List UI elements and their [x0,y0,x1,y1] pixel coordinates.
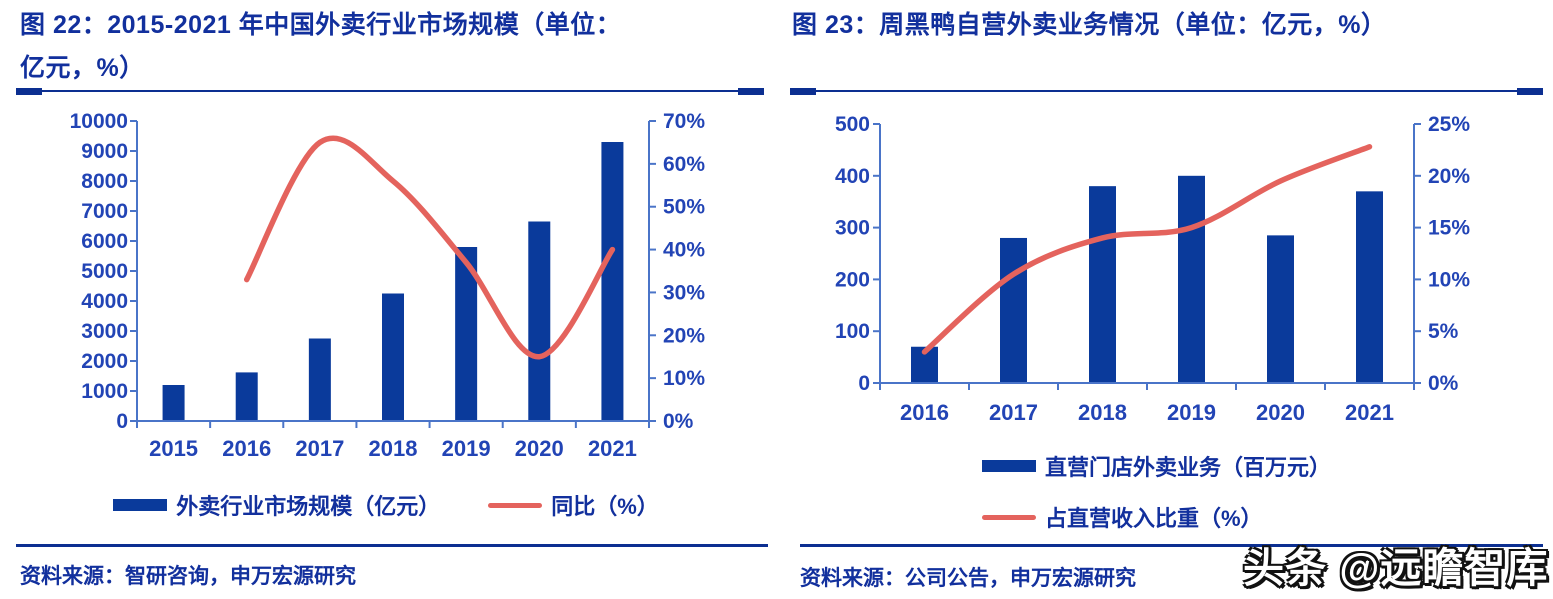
tick-label: 15% [1428,217,1470,240]
tick-label: 10000 [70,110,128,133]
line-series-label: 同比（%） [551,494,659,519]
source-note-right: 资料来源：公司公告，申万宏源研究 [800,567,1136,590]
bar-2015 [162,385,185,421]
bar-2018 [382,293,404,421]
legend-item-revenue-share: 占直营收入比重（%） [982,501,1331,533]
title-underline-right-cap-start [790,88,816,95]
tick-label: 7000 [81,200,128,223]
tick-label: 30% [663,281,705,304]
source-divider-right [800,544,1543,547]
tick-label: 300 [835,217,870,240]
figure-22-title: 图 22：2015-2021 年中国外卖行业市场规模（单位： 亿元，%） [20,4,770,90]
bar-2016 [235,372,258,421]
tick-label: 20% [663,324,705,347]
tick-label: 2021 [1345,400,1394,425]
bar-2021 [1356,191,1383,383]
tick-label: 400 [835,165,870,188]
tick-label: 0 [858,372,870,395]
legend-item-yoy: 同比（%） [488,489,659,521]
tick-label: 2017 [989,400,1038,425]
tick-label: 2016 [900,400,949,425]
tick-label: 3000 [81,320,128,343]
tick-label: 70% [663,110,705,133]
tick-label: 200 [835,268,870,291]
line-series-swatch [982,514,1036,520]
bar-2017 [1000,237,1027,383]
tick-label: 2018 [369,436,418,461]
legend-item-delivery-revenue: 直营门店外卖业务（百万元） [982,450,1331,482]
tick-label: 2019 [442,436,491,461]
tick-label: 1000 [81,380,128,403]
line-series-label: 占直营收入比重（%） [1045,506,1263,531]
legend-item-market-size: 外卖行业市场规模（亿元） [113,489,440,521]
watermark: 头条 @远瞻智库 [1243,545,1549,591]
tick-label: 2016 [222,436,271,461]
figure-22-title-line1: 图 22：2015-2021 年中国外卖行业市场规模（单位： [20,11,622,39]
figure-22-title-line2: 亿元，%） [20,54,145,82]
bar-series-swatch [982,460,1036,472]
trend-line [243,135,616,360]
bar-2020 [528,221,551,421]
tick-label: 2021 [588,436,637,461]
tick-label: 2000 [81,350,128,373]
tick-label: 0 [116,410,128,433]
tick-label: 25% [1428,113,1470,136]
bar-2018 [1089,186,1116,383]
tick-label: 100 [835,320,870,343]
tick-label: 0% [663,410,694,433]
tick-label: 5% [1428,320,1459,343]
bar-2021 [601,142,624,421]
title-underline-left [16,90,764,92]
bar-2019 [1178,175,1205,383]
title-underline-right-cap-end [1517,88,1543,95]
bar-2020 [1267,235,1294,383]
title-underline-right [790,90,1543,92]
trend-line [921,144,1373,355]
tick-label: 6000 [81,230,128,253]
figure-23-title: 图 23：周黑鸭自营外卖业务情况（单位：亿元，%） [792,4,1547,47]
tick-label: 2018 [1078,400,1127,425]
line-series-swatch [488,502,543,508]
tick-label: 50% [663,196,705,219]
tick-label: 20% [1428,165,1470,188]
tick-label: 5000 [81,260,128,283]
tick-label: 4000 [81,290,128,313]
tick-label: 60% [663,153,705,176]
title-underline-left-cap-end [738,88,764,95]
tick-label: 0% [1428,372,1459,395]
bar-2017 [308,338,331,421]
bar-series-label: 外卖行业市场规模（亿元） [176,494,441,519]
tick-label: 2017 [295,436,344,461]
tick-label: 2019 [1167,400,1216,425]
tick-label: 2020 [515,436,564,461]
tick-label: 2020 [1256,400,1305,425]
bar-series-label: 直营门店外卖业务（百万元） [1045,455,1332,480]
tick-label: 8000 [81,170,128,193]
tick-label: 40% [663,239,705,262]
tick-label: 10% [663,367,705,390]
tick-label: 500 [835,113,870,136]
bar-series-swatch [113,499,168,511]
figure-23-title-line1: 图 23：周黑鸭自营外卖业务情况（单位：亿元，%） [792,11,1387,39]
bar-2019 [455,247,478,421]
tick-label: 10% [1428,268,1470,291]
figure-22-legend: 外卖行业市场规模（亿元） 同比（%） [0,489,772,521]
source-divider-left [16,544,768,547]
figure-23-legend: 直营门店外卖业务（百万元） 占直营收入比重（%） [982,450,1331,533]
title-underline-left-cap-start [16,88,42,95]
source-note-left: 资料来源：智研咨询，申万宏源研究 [20,565,356,588]
tick-label: 9000 [81,140,128,163]
tick-label: 2015 [149,436,198,461]
